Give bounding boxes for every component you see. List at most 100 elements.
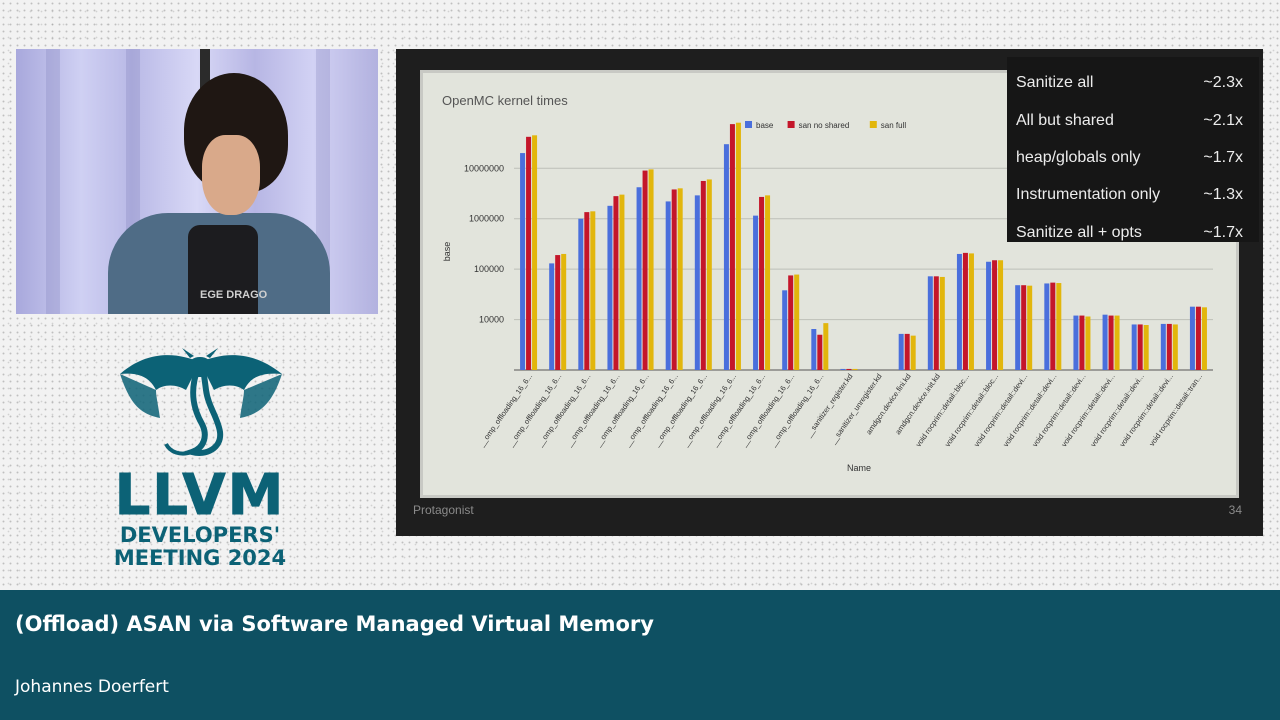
y-axis-label: base [442,242,452,262]
bar [1021,285,1027,370]
bar [933,276,939,370]
legend-label: san no shared [799,121,850,130]
x-tick-label: __omp_offloading_16_6... [768,372,826,449]
stat-label: Instrumentation only [1016,186,1161,203]
bar [962,252,968,370]
stat-row: Sanitize all + opts ~1.7x [1016,224,1243,254]
bar [968,253,974,370]
bar [520,153,526,370]
x-tick-label: void rocprim::detail::devi... [1088,372,1145,449]
bar [1108,315,1114,370]
bar [700,180,706,370]
bar [555,255,561,370]
bar [613,196,619,370]
stat-label: heap/globals only [1016,149,1141,166]
stat-value: ~2.3x [1203,74,1243,91]
x-tick-label: __omp_offloading_16_6... [680,372,738,449]
x-tick-label: __omp_offloading_16_6... [564,372,622,449]
bar [956,253,962,370]
curtain-fold [46,49,60,314]
x-tick-label: __omp_offloading_16_6... [622,372,680,449]
bar [1114,315,1120,370]
bar [607,205,613,370]
bar [910,335,916,370]
bar-chart: OpenMC kernel times 10000 100000 1000000 100… [442,93,1213,473]
bar [998,260,1004,370]
legend-swatch [787,121,795,128]
logo-llvm-text: LLVM [114,463,286,528]
bar [782,290,788,370]
x-tick-label: __omp_offloading_16_6... [535,372,593,449]
bar [619,194,625,370]
speaker-shirt [188,225,258,314]
bar [578,218,584,370]
slowdown-summary: Sanitize all ~2.3x All but shared ~2.1x … [1007,57,1259,242]
bar [846,368,852,370]
speaker-name: Johannes Doerfert [15,677,169,697]
bar [817,334,823,370]
presentation-slide: OpenMC kernel times 10000 100000 1000000 100… [396,49,1263,536]
stat-row: Sanitize all ~2.3x [1016,74,1243,104]
stat-label: Sanitize all [1016,74,1094,91]
stat-value: ~1.7x [1203,149,1243,166]
bar [753,215,759,370]
stat-row: Instrumentation only ~1.3x [1016,186,1243,216]
talk-title: (Offload) ASAN via Software Managed Virt… [15,612,654,636]
bar [694,195,700,370]
stat-value: ~1.3x [1203,186,1243,203]
bar [735,122,741,370]
legend-label: san full [881,121,907,130]
bar [1143,325,1149,370]
bar [794,274,800,370]
bar [1027,285,1033,370]
y-tick-label: 100000 [474,264,504,274]
bar [811,328,817,370]
bar [1056,283,1062,370]
bar [904,333,910,370]
y-tick-label: 10000 [479,315,504,325]
x-tick-label: __omp_offloading_16_6... [710,372,768,449]
x-tick-label: __omp_offloading_16_6... [477,372,535,449]
bar [1195,306,1201,370]
bar [765,195,771,370]
chart-title: OpenMC kernel times [442,93,568,108]
llvm-logo: LLVM DEVELOPERS' MEETING 2024 [100,344,300,570]
shirt-print: EGE DRAGO [200,289,268,301]
bar [759,196,765,370]
bar [642,170,648,370]
slide-page-number: 34 [1228,503,1242,517]
bar [1189,306,1195,370]
bar [532,135,538,370]
bar [1137,324,1143,370]
bar [549,263,555,370]
bar [788,275,794,370]
logo-line1: DEVELOPERS' [119,523,281,547]
bar [1044,283,1050,370]
slide-footer-label: Protagonist [413,503,474,517]
y-tick-label: 10000000 [464,163,504,173]
x-tick-label: __omp_offloading_16_6... [739,372,797,449]
bar [1015,285,1021,370]
bar [1160,323,1166,370]
x-tick-label: __omp_offloading_16_6... [506,372,564,449]
bar [677,188,683,370]
bar [1073,315,1079,370]
legend-swatch [745,121,752,128]
x-tick-label: void rocprim::detail::devi... [1059,372,1116,449]
bar [706,179,712,370]
bar [723,144,729,370]
bar [992,260,998,370]
speaker-face [202,135,260,215]
bar [898,333,904,370]
stat-row: heap/globals only ~1.7x [1016,149,1243,179]
dragon-icon [120,348,282,456]
legend-swatch [869,121,877,128]
x-tick-label: void rocprim::detail::devi... [1118,372,1175,449]
bar [1085,316,1091,370]
bar [823,323,829,370]
stat-label: All but shared [1016,112,1114,129]
x-tick-label: void rocprim::detail::devi... [1001,372,1058,449]
y-tick-label: 1000000 [469,214,504,224]
bar [665,201,671,370]
bar [526,136,532,370]
